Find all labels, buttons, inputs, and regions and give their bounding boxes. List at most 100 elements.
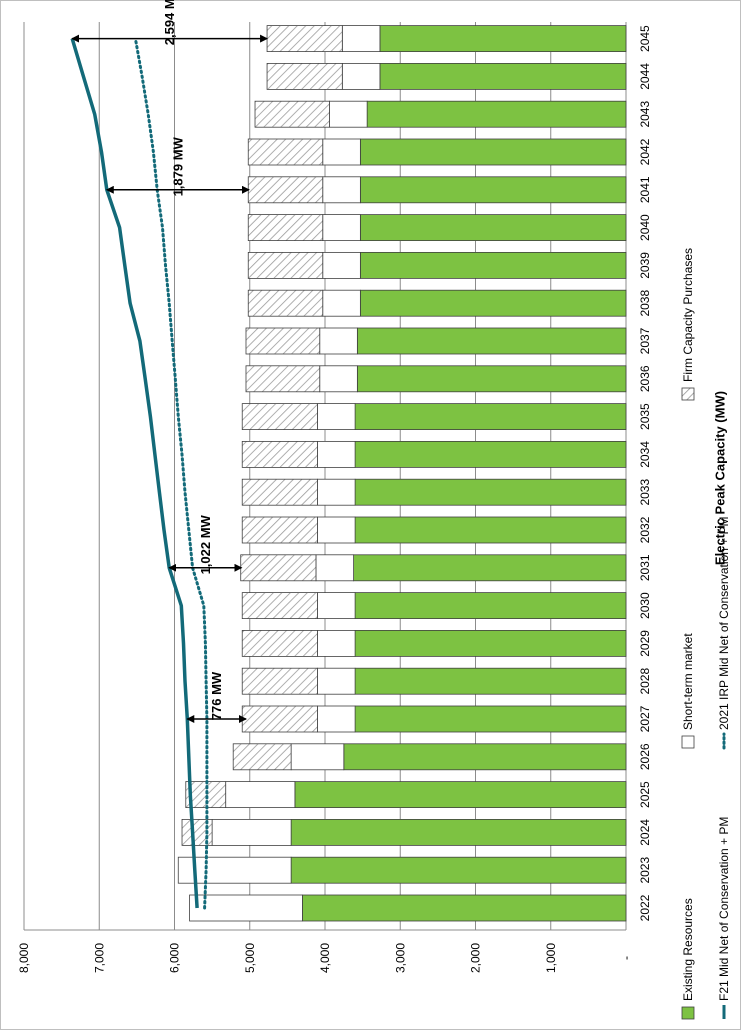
bar-short-term-market-2034 (317, 440, 356, 468)
legend-layer: Existing Resources Short-term market Firm … (681, 248, 731, 1020)
bar-short-term-market-2038 (322, 289, 361, 317)
bar-short-term-market-2024 (211, 819, 292, 846)
bar-short-term-market-2028 (317, 667, 356, 695)
bar-existing-resources-2022 (302, 894, 627, 922)
line-f21-mid-net-of-conservation-pm (70, 38, 199, 909)
bar-short-term-market-2027 (317, 705, 356, 733)
line-layer (70, 37, 209, 910)
bar-existing-resources-2045 (379, 25, 627, 53)
legend-label-2021-irp-mid-net-of-conservation-pm: 2021 IRP Mid Net of Conservation + PM (717, 516, 731, 730)
line-2021-irp-mid-net-of-conservation-pm (133, 37, 209, 910)
bar-short-term-market-2044 (341, 63, 381, 90)
bar-short-term-market-2029 (317, 630, 356, 657)
bar-existing-resources-2040 (359, 214, 627, 242)
bar-short-term-market-2022 (189, 894, 303, 922)
category-label-2043: 2043 (638, 101, 652, 128)
bar-existing-resources-2034 (354, 440, 627, 468)
bar-short-term-market-2039 (322, 251, 361, 279)
legend-swatch-existing-resources (681, 1006, 695, 1020)
bar-existing-resources-2032 (354, 516, 627, 544)
bar-firm-capacity-purchases-2027 (241, 705, 318, 733)
category-label-2038: 2038 (638, 290, 652, 317)
bar-existing-resources-2027 (354, 705, 627, 733)
bar-existing-resources-2028 (354, 667, 627, 695)
bar-existing-resources-2042 (359, 138, 627, 166)
category-label-2024: 2024 (638, 819, 652, 846)
bar-existing-resources-2043 (366, 100, 627, 128)
y-tick-label: 1,000 (544, 943, 558, 973)
bar-firm-capacity-purchases-2034 (241, 440, 318, 468)
category-label-2033: 2033 (638, 479, 652, 506)
bar-existing-resources-2039 (359, 251, 627, 279)
bar-firm-capacity-purchases-2033 (241, 478, 318, 506)
bar-existing-resources-2038 (359, 289, 627, 317)
bar-short-term-market-2037 (319, 327, 358, 355)
category-label-2022: 2022 (638, 894, 652, 921)
category-label-2037: 2037 (638, 327, 652, 354)
bar-existing-resources-2030 (354, 592, 627, 619)
bar-short-term-market-2025 (225, 781, 296, 808)
bar-firm-capacity-purchases-2029 (241, 630, 318, 657)
bar-firm-capacity-purchases-2039 (247, 251, 324, 279)
bar-short-term-market-2036 (319, 365, 358, 393)
y-tick-label: 8,000 (17, 943, 31, 973)
y-tick-label: 5,000 (243, 943, 257, 973)
bar-short-term-market-2040 (322, 214, 361, 242)
category-label-2032: 2032 (638, 516, 652, 543)
y-axis-title: Electric Peak Capacity (MW) (713, 391, 728, 565)
category-label-2036: 2036 (638, 365, 652, 392)
bar-firm-capacity-purchases-2036 (245, 365, 321, 393)
bar-short-term-market-2026 (290, 743, 345, 771)
bar-existing-resources-2026 (343, 743, 627, 771)
bar-short-term-market-2030 (317, 592, 356, 619)
annotation-layer: 776 MW 1,022 MW 1,879 MW 2,594 MW (71, 0, 269, 723)
bar-existing-resources-2041 (359, 176, 627, 204)
bar-existing-resources-2033 (354, 478, 627, 506)
bar-firm-capacity-purchases-2032 (241, 516, 318, 544)
category-label-2025: 2025 (638, 781, 652, 808)
bar-firm-capacity-purchases-2043 (254, 100, 330, 128)
category-label-2039: 2039 (638, 252, 652, 279)
bar-firm-capacity-purchases-2031 (240, 554, 317, 582)
bar-firm-capacity-purchases-2045 (266, 25, 343, 53)
bar-existing-resources-2031 (353, 554, 627, 582)
category-label-2028: 2028 (638, 668, 652, 695)
bar-existing-resources-2035 (354, 403, 627, 431)
legend-swatch-firm-capacity-purchases (681, 387, 695, 401)
category-label-2027: 2027 (638, 705, 652, 732)
y-tick-label: 3,000 (393, 943, 407, 973)
legend-label-firm-capacity-purchases: Firm Capacity Purchases (681, 248, 695, 382)
grid-layer (23, 22, 627, 931)
bar-firm-capacity-purchases-2026 (232, 743, 292, 771)
bar-firm-capacity-purchases-2040 (247, 214, 324, 242)
y-tick-label: 6,000 (168, 943, 182, 973)
bar-short-term-market-2033 (317, 478, 356, 506)
gap-label-2031: 1,022 MW (198, 514, 213, 574)
category-label-2031: 2031 (638, 554, 652, 581)
bar-firm-capacity-purchases-2042 (247, 138, 324, 166)
bar-firm-capacity-purchases-2030 (241, 592, 318, 619)
y-tick-label: 7,000 (92, 943, 106, 973)
bar-existing-resources-2025 (294, 781, 627, 808)
bar-short-term-market-2032 (317, 516, 356, 544)
bar-existing-resources-2044 (379, 63, 627, 90)
category-label-2034: 2034 (638, 441, 652, 468)
bar-short-term-market-2042 (322, 138, 361, 166)
legend-label-f21-mid-net-of-conservation-pm: F21 Mid Net of Conservation + PM (717, 817, 731, 1001)
text-layer: - 1,000 2,000 3,000 4,000 5,000 6,000 7,000 8,00… (17, 25, 728, 973)
bar-firm-capacity-purchases-2037 (245, 327, 321, 355)
bar-existing-resources-2036 (356, 365, 627, 393)
y-tick-label: - (619, 956, 633, 960)
bar-existing-resources-2023 (290, 856, 627, 884)
category-label-2042: 2042 (638, 138, 652, 165)
bar-firm-capacity-purchases-2041 (247, 176, 324, 204)
bar-short-term-market-2045 (341, 25, 381, 53)
bar-existing-resources-2037 (356, 327, 627, 355)
bar-existing-resources-2024 (290, 819, 627, 846)
category-label-2035: 2035 (638, 403, 652, 430)
bar-firm-capacity-purchases-2028 (241, 667, 318, 695)
bar-firm-capacity-purchases-2038 (247, 289, 324, 317)
y-tick-label: 4,000 (318, 943, 332, 973)
bar-short-term-market-2043 (329, 100, 368, 128)
